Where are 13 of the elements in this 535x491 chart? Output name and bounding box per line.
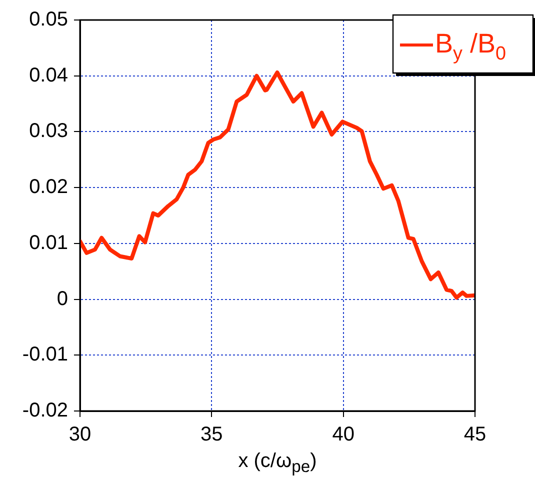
y-tick-label: 0.01 [29,232,68,254]
y-tick-label: 0 [56,288,68,310]
y-tick-label: 0.02 [29,176,68,198]
x-tick-label: 35 [200,424,223,446]
y-tick-label: 0.03 [29,120,68,142]
x-tick-label: 45 [464,424,486,446]
x-tick-label: 40 [332,424,354,446]
y-tick-label: -0.01 [22,344,68,366]
x-axis-title: x (c/ω$_{pe}$) [237,450,318,477]
x-tick-label: 30 [68,424,92,446]
y-tick-label: 0.05 [29,8,68,31]
y-tick-label: 0.04 [29,64,68,86]
y-tick-label: -0.02 [22,400,68,422]
